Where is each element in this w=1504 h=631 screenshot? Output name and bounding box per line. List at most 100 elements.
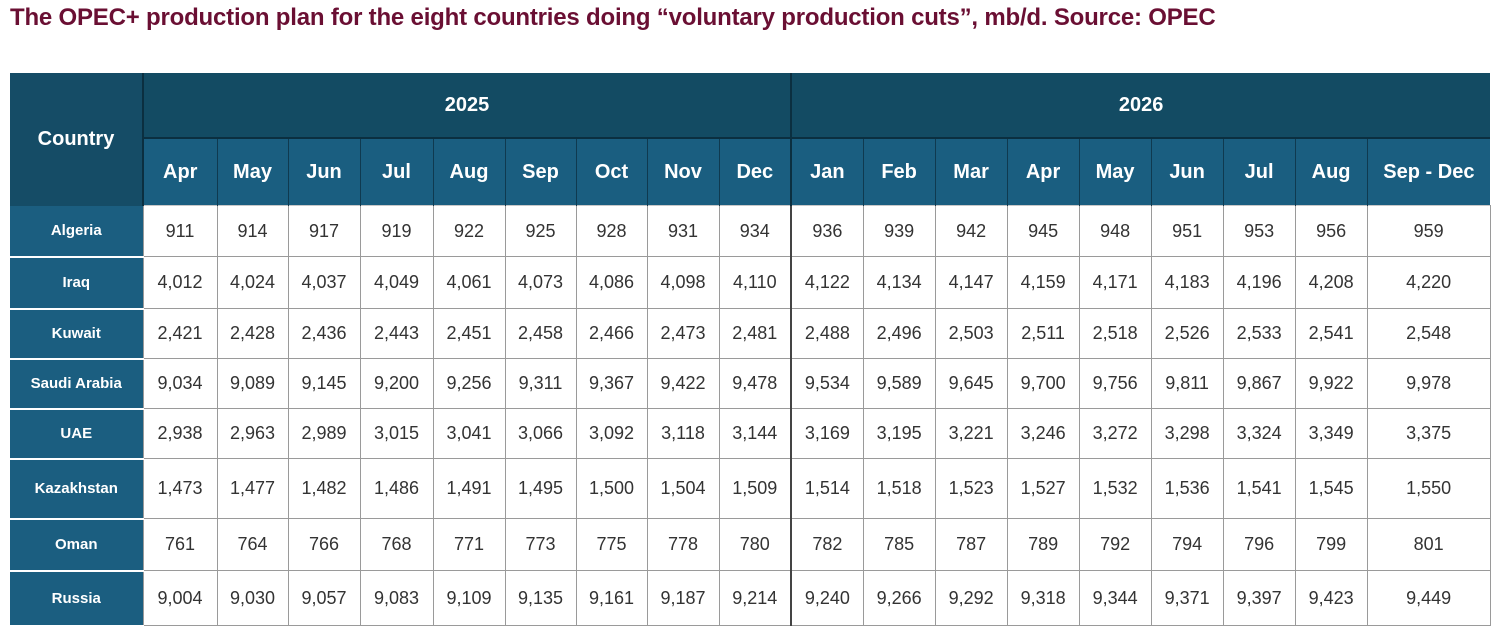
value-cell: 2,436 (287, 308, 361, 359)
country-cell: Saudi Arabia (10, 358, 143, 410)
value-cell: 911 (142, 205, 218, 257)
value-cell: 4,183 (1150, 256, 1224, 309)
month-header: May (1078, 138, 1152, 206)
value-cell: 951 (1150, 205, 1224, 257)
value-cell: 2,488 (790, 308, 864, 359)
value-cell: 782 (790, 518, 864, 571)
value-cell: 9,083 (359, 570, 434, 626)
value-cell: 2,443 (359, 308, 434, 359)
value-cell: 1,509 (718, 458, 792, 519)
value-cell: 9,318 (1006, 570, 1080, 626)
value-cell: 9,004 (142, 570, 218, 626)
value-cell: 3,144 (718, 408, 792, 459)
value-cell: 9,145 (287, 358, 361, 409)
value-cell: 9,534 (790, 358, 864, 409)
month-header: Mar (934, 138, 1008, 206)
month-header: Sep (504, 138, 576, 206)
value-cell: 787 (934, 518, 1008, 571)
value-cell: 9,367 (575, 358, 648, 409)
value-cell: 4,110 (718, 256, 792, 309)
month-header: Jun (287, 138, 360, 206)
value-cell: 1,532 (1078, 458, 1152, 519)
value-cell: 3,118 (646, 408, 720, 459)
value-cell: 796 (1222, 518, 1296, 571)
value-cell: 1,504 (646, 458, 720, 519)
value-cell: 1,527 (1006, 458, 1080, 519)
value-cell: 2,421 (142, 308, 218, 359)
value-cell: 4,122 (790, 256, 864, 309)
value-cell: 9,397 (1222, 570, 1296, 626)
value-cell: 3,169 (790, 408, 864, 459)
value-cell: 3,066 (504, 408, 577, 459)
value-cell: 9,292 (934, 570, 1008, 626)
year-header-row: Country 2025 2026 (10, 73, 1491, 206)
value-cell: 9,030 (216, 570, 289, 626)
month-header: Jul (359, 138, 433, 206)
value-cell: 789 (1006, 518, 1080, 571)
value-cell: 9,478 (718, 358, 792, 409)
value-cell: 3,246 (1006, 408, 1080, 459)
value-cell: 1,514 (790, 458, 864, 519)
value-cell: 775 (575, 518, 648, 571)
value-cell: 3,349 (1294, 408, 1368, 459)
value-cell: 3,375 (1366, 408, 1491, 459)
value-cell: 801 (1366, 518, 1491, 571)
value-cell: 2,428 (216, 308, 289, 359)
value-cell: 4,171 (1078, 256, 1152, 309)
value-cell: 4,073 (504, 256, 577, 309)
month-header: Aug (432, 138, 505, 206)
value-cell: 768 (359, 518, 434, 571)
month-header: Apr (142, 138, 217, 206)
value-cell: 919 (359, 205, 434, 257)
value-cell: 2,548 (1366, 308, 1491, 359)
country-cell: Kazakhstan (10, 458, 143, 520)
value-cell: 1,491 (432, 458, 506, 519)
country-cell: Russia (10, 570, 143, 627)
value-cell: 2,989 (287, 408, 361, 459)
value-cell: 945 (1006, 205, 1080, 257)
value-cell: 4,049 (359, 256, 434, 309)
value-cell: 4,037 (287, 256, 361, 309)
value-cell: 939 (862, 205, 936, 257)
value-cell: 9,449 (1366, 570, 1491, 626)
country-cell: Kuwait (10, 308, 143, 360)
value-cell: 778 (646, 518, 720, 571)
value-cell: 4,220 (1366, 256, 1491, 309)
month-header: Dec (718, 138, 792, 206)
table-row: Kazakhstan 1,473 1,477 1,482 1,486 1,491 1,495… (10, 458, 1491, 520)
value-cell: 785 (862, 518, 936, 571)
value-cell: 799 (1294, 518, 1368, 571)
country-cell: Iraq (10, 256, 143, 310)
value-cell: 766 (287, 518, 361, 571)
value-cell: 2,518 (1078, 308, 1152, 359)
value-cell: 4,208 (1294, 256, 1368, 309)
year-header-2025: 2025 (141, 73, 792, 139)
value-cell: 9,645 (934, 358, 1008, 409)
country-cell: Algeria (10, 205, 143, 258)
table-row: UAE 2,938 2,963 2,989 3,015 3,041 3,066 3,092 3,… (10, 408, 1491, 460)
value-cell: 3,272 (1078, 408, 1152, 459)
value-cell: 9,422 (646, 358, 720, 409)
month-header: May (216, 138, 288, 206)
value-cell: 928 (575, 205, 648, 257)
value-cell: 948 (1078, 205, 1152, 257)
month-header: Jan (790, 138, 864, 206)
value-cell: 9,034 (142, 358, 218, 409)
value-cell: 1,550 (1366, 458, 1491, 519)
table-body: Algeria 911 914 917 919 922 925 928 931 934 936 939… (10, 205, 1491, 627)
value-cell: 1,545 (1294, 458, 1368, 519)
country-column-header: Country (10, 73, 144, 206)
value-cell: 1,523 (934, 458, 1008, 519)
month-header: Sep - Dec (1366, 138, 1491, 206)
country-cell: Oman (10, 518, 143, 572)
month-header: Jun (1150, 138, 1224, 206)
value-cell: 942 (934, 205, 1008, 257)
table-row: Oman 761 764 766 768 771 773 775 778 780 782 785 787… (10, 518, 1491, 572)
value-cell: 9,922 (1294, 358, 1368, 409)
value-cell: 953 (1222, 205, 1296, 257)
value-cell: 1,495 (504, 458, 577, 519)
production-plan-table: Country 2025 2026 Apr May Jun Jul Aug Sep Oct N… (10, 73, 1491, 627)
value-cell: 1,541 (1222, 458, 1296, 519)
value-cell: 2,496 (862, 308, 936, 359)
value-cell: 3,092 (575, 408, 648, 459)
